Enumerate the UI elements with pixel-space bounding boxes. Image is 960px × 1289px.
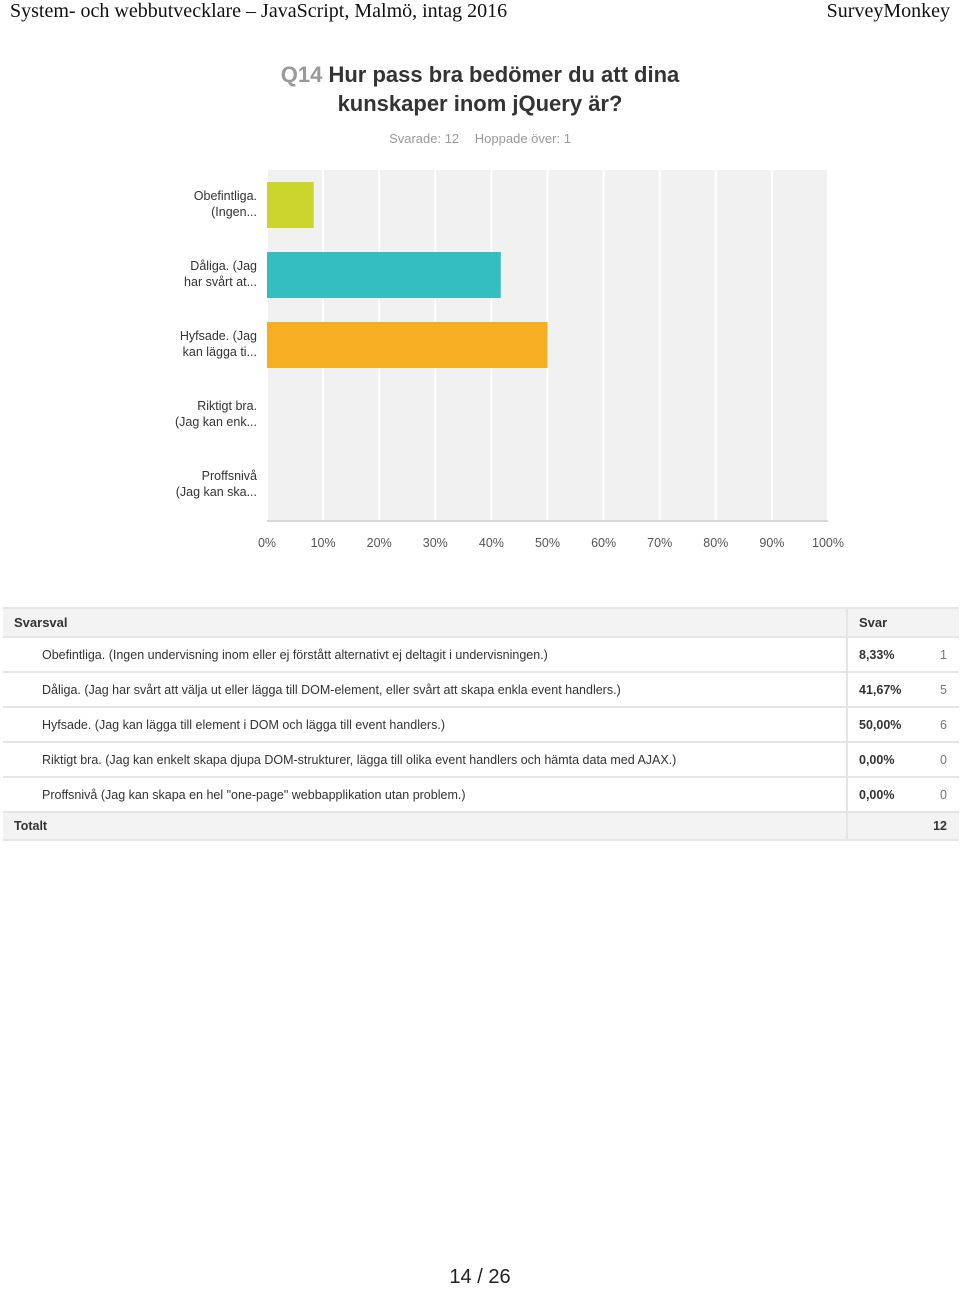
category-label: (Jag kan ska...: [176, 485, 257, 499]
table-row: Obefintliga. (Ingen undervisning inom el…: [3, 637, 959, 673]
row-option: Proffsnivå (Jag kan skapa en hel "one-pa…: [3, 777, 848, 813]
row-percent: 0,00%: [847, 742, 919, 778]
total-label: Totalt: [3, 812, 848, 841]
row-percent: 50,00%: [847, 707, 919, 743]
header-answer: Svar: [847, 607, 959, 638]
row-percent: 8,33%: [847, 637, 919, 673]
row-percent: 41,67%: [847, 672, 919, 708]
skipped-count: Hoppade över: 1: [474, 131, 571, 146]
x-tick-label: 0%: [258, 536, 276, 550]
x-tick-label: 30%: [423, 536, 448, 550]
x-tick-label: 70%: [647, 536, 672, 550]
bar: [267, 252, 501, 298]
table-row: Hyfsade. (Jag kan lägga till element i D…: [3, 707, 959, 743]
table-row: Riktigt bra. (Jag kan enkelt skapa djupa…: [3, 742, 959, 778]
category-label: har svårt at...: [184, 275, 257, 289]
x-tick-label: 10%: [311, 536, 336, 550]
x-tick-label: 20%: [367, 536, 392, 550]
question-number: Q14: [280, 62, 323, 87]
answered-count: Svarade: 12: [389, 131, 460, 146]
x-tick-label: 60%: [591, 536, 616, 550]
question-text-line2: kunskaper inom jQuery är?: [337, 91, 623, 116]
table-row: Dåliga. (Jag har svårt att välja ut elle…: [3, 672, 959, 708]
category-label: (Jag kan enk...: [175, 415, 257, 429]
question-text-line1: Hur pass bra bedömer du att dina: [328, 62, 680, 87]
x-tick-label: 90%: [759, 536, 784, 550]
row-count: 0: [919, 777, 959, 813]
results-table: Svarsval Svar Obefintliga. (Ingen underv…: [3, 607, 959, 841]
question-title: Q14 Hur pass bra bedömer du att dina kun…: [180, 60, 780, 118]
header-option: Svarsval: [3, 607, 848, 638]
row-option: Hyfsade. (Jag kan lägga till element i D…: [3, 707, 848, 743]
table-row: Proffsnivå (Jag kan skapa en hel "one-pa…: [3, 777, 959, 813]
x-tick-label: 100%: [812, 536, 844, 550]
row-count: 0: [919, 742, 959, 778]
bar-chart: Obefintliga. (Ingen... Dåliga. (Jag har svå…: [175, 170, 844, 550]
category-label: Proffsnivå: [202, 469, 257, 483]
category-label: Dåliga. (Jag: [190, 259, 257, 273]
document-title: System- och webbutvecklare – JavaScript,…: [10, 0, 508, 22]
row-option: Obefintliga. (Ingen undervisning inom el…: [3, 637, 848, 673]
row-count: 1: [919, 637, 959, 673]
x-tick-label: 50%: [535, 536, 560, 550]
row-percent: 0,00%: [847, 777, 919, 813]
x-tick-label: 80%: [703, 536, 728, 550]
category-label: kan lägga ti...: [183, 345, 257, 359]
bar: [267, 182, 314, 228]
table-header-row: Svarsval Svar: [3, 607, 959, 638]
category-label: Riktigt bra.: [197, 399, 257, 413]
row-count: 6: [919, 707, 959, 743]
category-label: (Ingen...: [211, 205, 257, 219]
x-tick-label: 40%: [479, 536, 504, 550]
page-number: 14 / 26: [449, 1266, 511, 1288]
brand-name: SurveyMonkey: [826, 0, 950, 22]
response-stats: Svarade: 12 Hoppade över: 1: [0, 131, 960, 146]
total-value: 12: [847, 812, 959, 841]
category-label: Obefintliga.: [194, 189, 257, 203]
page-header: System- och webbutvecklare – JavaScript,…: [0, 0, 960, 24]
total-row: Totalt 12: [3, 812, 959, 841]
row-count: 5: [919, 672, 959, 708]
category-label: Hyfsade. (Jag: [180, 329, 257, 343]
row-option: Dåliga. (Jag har svårt att välja ut elle…: [3, 672, 848, 708]
row-option: Riktigt bra. (Jag kan enkelt skapa djupa…: [3, 742, 848, 778]
bar: [267, 322, 548, 368]
